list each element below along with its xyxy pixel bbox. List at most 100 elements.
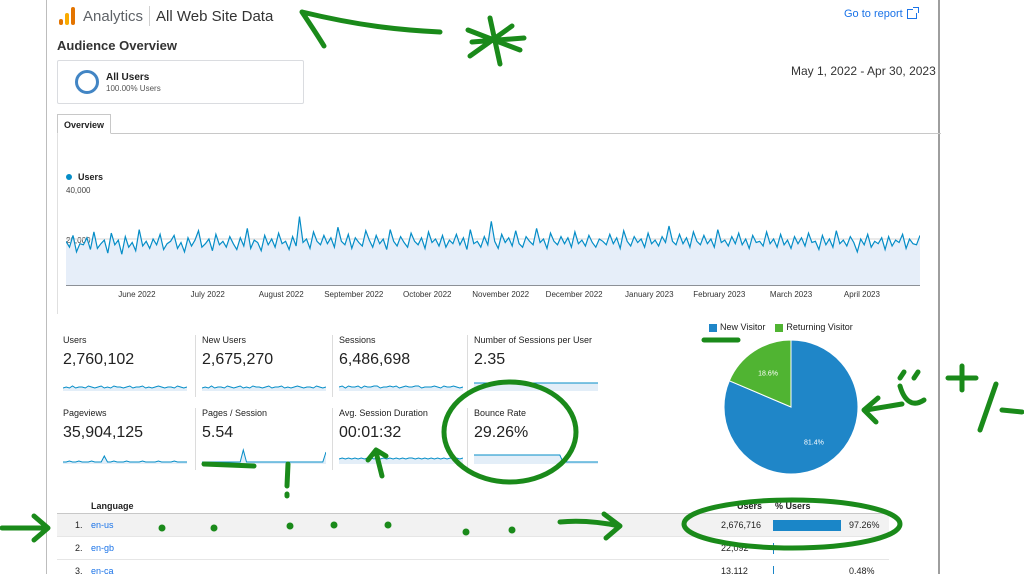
sparkline-line xyxy=(202,448,326,463)
sparkline-line xyxy=(202,385,326,389)
sparkline-area xyxy=(474,383,598,391)
sparkline-line xyxy=(63,385,187,389)
table-body: 1. en-us 2,676,716 97.26% 2. en-gb 22,092 3. en-… xyxy=(57,514,889,574)
users-area xyxy=(66,216,920,286)
table-row[interactable]: 1. en-us 2,676,716 97.26% xyxy=(57,514,889,537)
metric-sparkline xyxy=(339,457,463,464)
metric-card[interactable]: Number of Sessions per User 2.35 xyxy=(467,335,598,397)
sparkline-area xyxy=(63,456,187,464)
row-rank: 3. xyxy=(75,566,83,574)
annotation-plus xyxy=(945,363,979,393)
returning-visitor-swatch-icon xyxy=(775,323,784,332)
sparkline-area xyxy=(339,386,463,391)
row-language-link[interactable]: en-gb xyxy=(91,543,115,553)
metric-sparkline xyxy=(474,454,598,464)
metric-label: Pageviews xyxy=(63,408,107,418)
line-plot xyxy=(66,216,920,286)
x-tick-label: September 2022 xyxy=(324,290,384,299)
metric-card[interactable]: New Users 2,675,270 xyxy=(195,335,326,397)
row-users: 2,676,716 xyxy=(721,520,762,530)
go-to-report-link[interactable]: Go to report xyxy=(844,7,919,20)
pie-slice-label: 81.4% xyxy=(804,440,824,447)
date-range-selector[interactable]: May 1, 2022 - Apr 30, 2023 xyxy=(791,64,936,78)
page-title: Audience Overview xyxy=(57,38,177,53)
col-language[interactable]: Language xyxy=(91,501,134,511)
metric-value: 00:01:32 xyxy=(339,424,402,441)
tab-bar: Overview xyxy=(57,114,941,134)
table-row[interactable]: 3. en-ca 13,112 0.48% xyxy=(57,560,889,574)
y-tick-label: 40,000 xyxy=(66,186,91,195)
new-visitor-swatch-icon xyxy=(709,323,717,332)
y-tick-label: 20,000 xyxy=(66,236,91,245)
x-tick-label: March 2023 xyxy=(769,290,813,299)
row-pct: 0.48% xyxy=(849,566,875,574)
pie-slice-label: 18.6% xyxy=(758,370,778,377)
metric-label: Users xyxy=(63,335,87,345)
metric-sparkline xyxy=(63,454,187,464)
metric-value: 2,675,270 xyxy=(202,351,274,368)
table-row[interactable]: 2. en-gb 22,092 xyxy=(57,537,889,560)
users-series-line[interactable] xyxy=(66,216,920,255)
metric-sparkline xyxy=(202,385,326,391)
analytics-logo-icon xyxy=(59,7,75,25)
metric-label: Sessions xyxy=(339,335,376,345)
row-users: 13,112 xyxy=(721,566,748,574)
x-tick-label: August 2022 xyxy=(258,290,304,299)
row-pct: 97.26% xyxy=(849,520,880,530)
metric-sparkline xyxy=(339,385,463,391)
pie-legend-returning[interactable]: Returning Visitor xyxy=(775,322,853,332)
x-tick-label: April 2023 xyxy=(843,290,880,299)
metric-label: Pages / Session xyxy=(202,408,268,418)
analytics-frame: Analytics All Web Site Data Go to report… xyxy=(46,0,941,574)
pie-legend: New Visitor Returning Visitor xyxy=(709,322,853,332)
segment-subtitle: 100.00% Users xyxy=(106,84,161,93)
brand: Analytics All Web Site Data xyxy=(59,6,273,26)
metric-card[interactable]: Users 2,760,102 xyxy=(63,335,193,397)
x-tick-label: June 2022 xyxy=(118,290,156,299)
metric-label: Avg. Session Duration xyxy=(339,408,428,418)
sparkline-area xyxy=(474,455,598,464)
app-name: Analytics xyxy=(83,7,144,25)
pie-legend-label: Returning Visitor xyxy=(786,322,853,332)
metric-value: 2,760,102 xyxy=(63,351,135,368)
x-tick-label: October 2022 xyxy=(402,290,452,299)
annotation-slash xyxy=(977,381,1024,433)
pie-legend-label: New Visitor xyxy=(720,322,766,332)
chart-legend: Users xyxy=(66,172,103,182)
col-users[interactable]: Users xyxy=(737,501,763,511)
metric-value: 35,904,125 xyxy=(63,424,144,441)
segment-name: All Users xyxy=(106,72,150,83)
sparkline-line xyxy=(63,454,187,463)
pie-slice[interactable] xyxy=(728,339,792,408)
users-line-chart: Users 40,000 20,000 June 2022 July 2022 Au… xyxy=(57,134,941,314)
x-tick-label: February 2023 xyxy=(693,290,746,299)
metric-value: 29.26% xyxy=(474,424,529,441)
x-tick-label: January 2023 xyxy=(625,290,674,299)
row-language-link[interactable]: en-us xyxy=(91,520,114,530)
divider xyxy=(149,6,151,26)
metric-card[interactable]: Sessions 6,486,698 xyxy=(332,335,463,397)
visitor-pie-chart: 81.4% 18.6% xyxy=(723,339,859,475)
x-tick-label: July 2022 xyxy=(190,290,225,299)
col-pct-users[interactable]: % Users xyxy=(775,501,811,511)
metric-value: 5.54 xyxy=(202,424,234,441)
segment-ring-icon xyxy=(75,70,99,94)
metric-card[interactable]: Avg. Session Duration 00:01:32 xyxy=(332,408,463,470)
metric-card[interactable]: Pages / Session 5.54 xyxy=(195,408,326,470)
metric-label: Bounce Rate xyxy=(474,408,527,418)
x-tick-label: December 2022 xyxy=(545,290,603,299)
go-to-report-label: Go to report xyxy=(844,8,903,20)
segment-card[interactable]: All Users 100.00% Users xyxy=(57,60,304,104)
tab-overview[interactable]: Overview xyxy=(57,114,112,134)
pie-legend-new[interactable]: New Visitor xyxy=(709,322,765,332)
metric-label: Number of Sessions per User xyxy=(474,335,593,345)
metric-card[interactable]: Pageviews 35,904,125 xyxy=(63,408,193,470)
property-selector[interactable]: All Web Site Data xyxy=(156,7,274,25)
row-language-link[interactable]: en-ca xyxy=(91,566,114,574)
pie-slice[interactable] xyxy=(723,339,859,475)
metric-label: New Users xyxy=(202,335,247,345)
row-pct-bar xyxy=(773,520,842,531)
metric-card[interactable]: Bounce Rate 29.26% xyxy=(467,408,598,470)
row-users: 22,092 xyxy=(721,543,749,553)
metric-value: 2.35 xyxy=(474,351,506,368)
